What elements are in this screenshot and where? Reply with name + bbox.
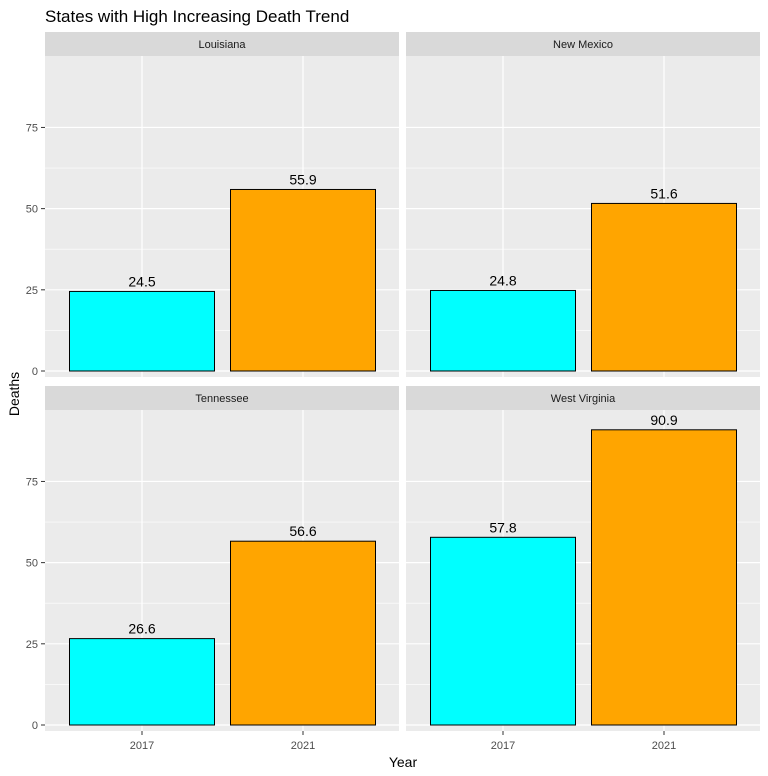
bar-west-virginia-2021 bbox=[591, 429, 737, 726]
bar-label-tennessee-2017: 26.6 bbox=[128, 621, 155, 637]
facet-tennessee: Tennessee 26.6 56.6 0 25 50 75 2017 2021 bbox=[26, 386, 399, 752]
bar-label-west-virginia-2017: 57.8 bbox=[489, 519, 516, 535]
facet-panels: Louisiana 24.5 55.9 0 25 50 75 New Mexico 24.8 51… bbox=[26, 32, 760, 752]
bar-tennessee-2021 bbox=[230, 540, 376, 726]
x-axis-title: Year bbox=[389, 754, 418, 770]
facet-new-mexico: New Mexico 24.8 51.6 bbox=[406, 32, 760, 377]
bar-label-louisiana-2021: 55.9 bbox=[289, 171, 316, 187]
bar-label-new-mexico-2021: 51.6 bbox=[650, 185, 677, 201]
x-tick-label: 2021 bbox=[652, 740, 676, 752]
bar-tennessee-2017 bbox=[69, 638, 215, 726]
x-tick-label: 2017 bbox=[491, 740, 515, 752]
y-tick-label: 50 bbox=[26, 204, 38, 216]
y-tick-label: 75 bbox=[26, 476, 38, 488]
facet-label-new-mexico: New Mexico bbox=[553, 39, 613, 51]
bar-label-west-virginia-2021: 90.9 bbox=[650, 412, 677, 428]
bar-label-tennessee-2021: 56.6 bbox=[289, 523, 316, 539]
bar-louisiana-2021 bbox=[230, 188, 376, 372]
facet-louisiana: Louisiana 24.5 55.9 0 25 50 75 bbox=[26, 32, 399, 378]
bar-new-mexico-2021 bbox=[591, 202, 737, 372]
x-tick-label: 2021 bbox=[291, 740, 315, 752]
bar-new-mexico-2017 bbox=[430, 289, 576, 372]
y-tick-label: 50 bbox=[26, 558, 38, 570]
bar-label-louisiana-2017: 24.5 bbox=[128, 273, 155, 289]
facet-strip bbox=[406, 386, 760, 410]
facet-label-tennessee: Tennessee bbox=[195, 393, 248, 405]
y-axis-title: Deaths bbox=[6, 372, 22, 416]
facet-strip bbox=[406, 32, 760, 56]
x-tick-label: 2017 bbox=[130, 740, 154, 752]
y-tick-label: 75 bbox=[26, 122, 38, 134]
facet-label-west-virginia: West Virginia bbox=[551, 393, 616, 405]
bar-louisiana-2017 bbox=[69, 290, 215, 372]
facet-strip bbox=[45, 32, 399, 56]
y-tick-label: 0 bbox=[32, 366, 38, 378]
facet-label-louisiana: Louisiana bbox=[198, 39, 246, 51]
bar-west-virginia-2017 bbox=[430, 536, 576, 726]
y-tick-label: 25 bbox=[26, 639, 38, 651]
chart-title: States with High Increasing Death Trend bbox=[45, 7, 349, 26]
y-tick-label: 0 bbox=[32, 720, 38, 732]
bar-label-new-mexico-2017: 24.8 bbox=[489, 272, 516, 288]
facet-strip bbox=[45, 386, 399, 410]
y-tick-label: 25 bbox=[26, 285, 38, 297]
facet-west-virginia: West Virginia 57.8 90.9 2017 2021 bbox=[406, 386, 760, 752]
